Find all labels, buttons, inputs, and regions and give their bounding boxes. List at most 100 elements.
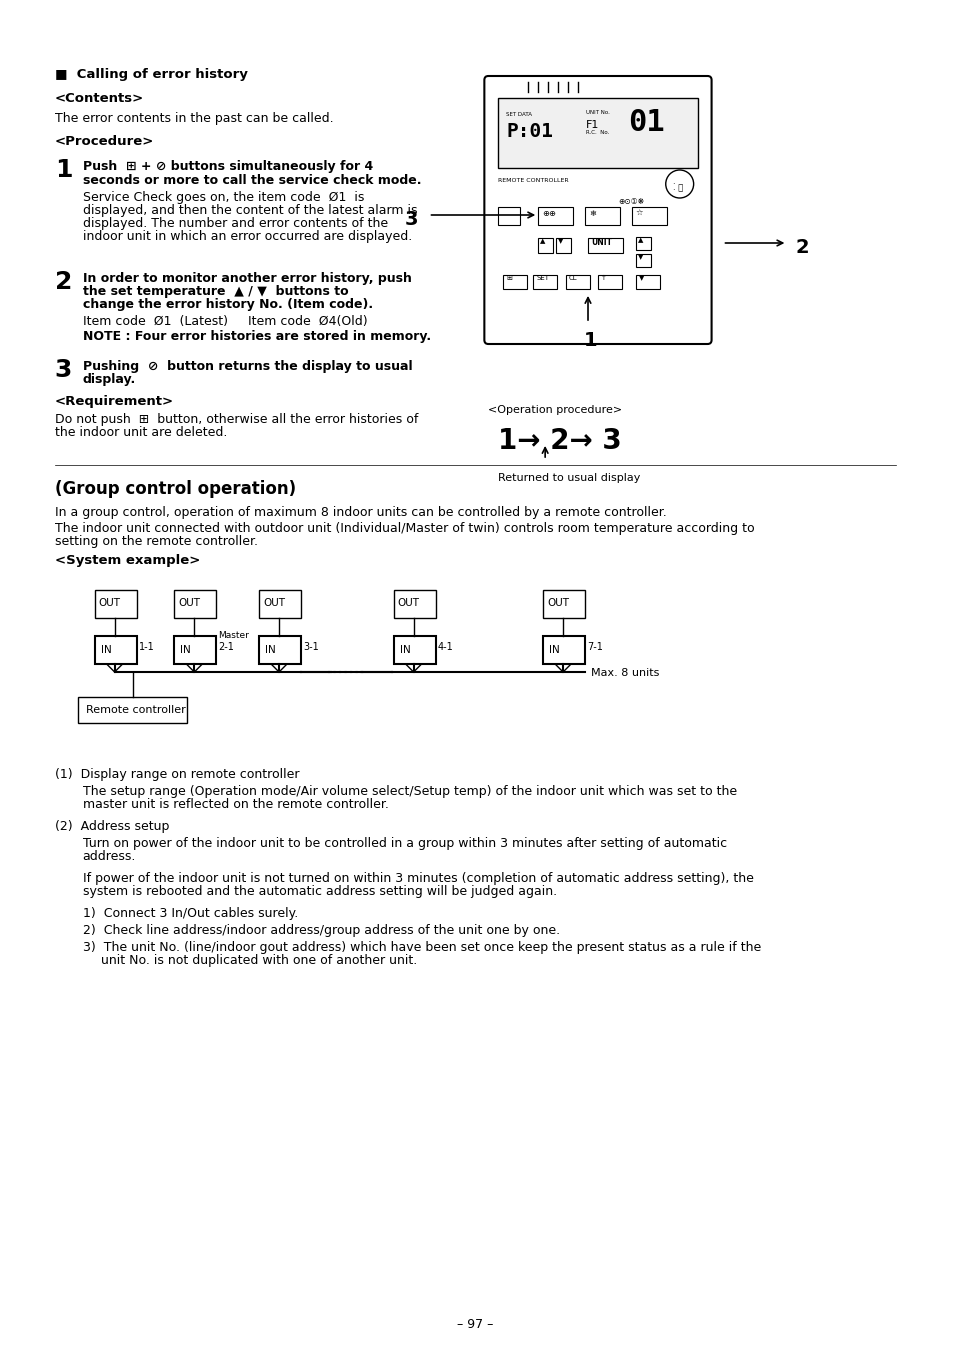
Bar [503,275,527,288]
Text: OUT: OUT [397,599,419,608]
Text: <System example>: <System example> [54,554,200,568]
Bar [497,98,697,168]
Text: Turn on power of the indoor unit to be controlled in a group within 3 minutes af: Turn on power of the indoor unit to be c… [83,837,726,851]
Text: Do not push  ⊞  button, otherwise all the error histories of: Do not push ⊞ button, otherwise all the … [54,412,417,426]
Text: 7-1: 7-1 [586,642,602,652]
Text: 1)  Connect 3 In/Out cables surely.: 1) Connect 3 In/Out cables surely. [83,907,297,919]
Text: seconds or more to call the service check mode.: seconds or more to call the service chec… [83,174,421,187]
Text: Service Check goes on, the item code  Ø1  is: Service Check goes on, the item code Ø1 … [83,191,364,204]
Bar [174,590,216,617]
Text: display.: display. [83,373,136,386]
Text: ↑: ↑ [600,275,606,280]
Text: the indoor unit are deleted.: the indoor unit are deleted. [54,426,227,439]
Text: IN: IN [101,644,112,655]
Text: The error contents in the past can be called.: The error contents in the past can be ca… [54,112,334,125]
Bar [537,239,553,253]
Text: The setup range (Operation mode/Air volume select/Setup temp) of the indoor unit: The setup range (Operation mode/Air volu… [83,785,736,798]
Text: 2: 2 [795,239,808,257]
Text: The indoor unit connected with outdoor unit (Individual/Master of twin) controls: The indoor unit connected with outdoor u… [54,522,754,535]
Text: 3: 3 [405,210,418,229]
Text: REMOTE CONTROLLER: REMOTE CONTROLLER [497,178,568,183]
Text: SET DATA: SET DATA [506,112,532,117]
Text: (2)  Address setup: (2) Address setup [54,820,169,833]
Text: UNIT: UNIT [590,239,612,247]
Text: <Operation procedure>: <Operation procedure> [488,404,621,415]
Bar [636,237,650,249]
Text: <Contents>: <Contents> [54,92,144,105]
Text: ▼: ▼ [639,275,643,280]
Text: Push  ⊞ + ⊘ buttons simultaneously for 4: Push ⊞ + ⊘ buttons simultaneously for 4 [83,160,373,173]
Text: – 97 –: – 97 – [456,1318,493,1330]
Text: ⊕⊕: ⊕⊕ [541,209,556,218]
Text: R.C.  No.: R.C. No. [585,129,609,135]
Text: Master: Master [218,631,249,640]
Text: address.: address. [83,851,136,863]
Text: ▲: ▲ [638,237,642,243]
Text: SET: SET [536,275,549,280]
Bar [94,636,136,665]
Bar [537,208,573,225]
Text: 1: 1 [583,332,597,350]
Text: ☆: ☆ [636,209,642,218]
Text: IN: IN [265,644,275,655]
Text: IN: IN [549,644,559,655]
Text: 2)  Check line address/indoor address/group address of the unit one by one.: 2) Check line address/indoor address/gro… [83,923,559,937]
Text: 4-1: 4-1 [437,642,453,652]
Text: system is rebooted and the automatic address setting will be judged again.: system is rebooted and the automatic add… [83,886,557,898]
Text: Returned to usual display: Returned to usual display [497,473,640,483]
Bar [394,636,436,665]
Bar [259,636,300,665]
Text: ■  Calling of error history: ■ Calling of error history [54,67,248,81]
Bar [533,275,557,288]
Text: <Requirement>: <Requirement> [54,395,173,408]
Bar [542,636,584,665]
Text: 1→ 2→ 3: 1→ 2→ 3 [497,427,621,456]
Text: setting on the remote controller.: setting on the remote controller. [54,535,257,549]
Text: UNIT No.: UNIT No. [585,111,609,115]
Text: ▲: ▲ [539,239,545,244]
Bar [584,208,619,225]
Text: 01: 01 [627,108,664,137]
Bar [636,275,659,288]
Text: Max. 8 units: Max. 8 units [590,669,659,678]
Text: 1: 1 [54,158,72,182]
Text: OUT: OUT [98,599,120,608]
Text: (1)  Display range on remote controller: (1) Display range on remote controller [54,768,299,780]
Bar [587,239,622,253]
Bar [259,590,300,617]
Text: OUT: OUT [178,599,200,608]
Bar [631,208,666,225]
Bar [598,275,621,288]
Text: change the error history No. (Item code).: change the error history No. (Item code)… [83,298,373,311]
Text: ❄: ❄ [588,209,596,218]
Text: indoor unit in which an error occurred are displayed.: indoor unit in which an error occurred a… [83,231,412,243]
Bar [174,636,216,665]
Text: displayed. The number and error contents of the: displayed. The number and error contents… [83,217,388,231]
Text: displayed, and then the content of the latest alarm is: displayed, and then the content of the l… [83,204,416,217]
Text: Item code  Ø1  (Latest)     Item code  Ø4(Old): Item code Ø1 (Latest) Item code Ø4(Old) [83,315,367,328]
Text: OUT: OUT [263,599,285,608]
Text: 2: 2 [54,270,72,294]
Text: CL: CL [569,275,578,280]
Bar [542,590,584,617]
Text: unit No. is not duplicated with one of another unit.: unit No. is not duplicated with one of a… [101,954,416,967]
Text: ▼: ▼ [558,239,563,244]
Bar [556,239,571,253]
FancyBboxPatch shape [484,75,711,344]
Text: 1-1: 1-1 [138,642,154,652]
Bar [394,590,436,617]
Text: 3: 3 [54,359,72,381]
Text: IN: IN [180,644,191,655]
Text: 3-1: 3-1 [303,642,318,652]
Text: F1: F1 [585,120,598,129]
Text: Remote controller: Remote controller [86,705,185,714]
Text: In a group control, operation of maximum 8 indoor units can be controlled by a r: In a group control, operation of maximum… [54,506,666,519]
Text: In order to monitor another error history, push: In order to monitor another error histor… [83,272,411,284]
Bar [565,275,589,288]
Text: 2-1: 2-1 [218,642,233,652]
Text: ⁚ ⏻: ⁚ ⏻ [672,182,682,191]
Text: IN: IN [399,644,410,655]
Text: the set temperature  ▲ / ▼  buttons to: the set temperature ▲ / ▼ buttons to [83,284,348,298]
Text: <Procedure>: <Procedure> [54,135,154,148]
Bar [497,208,519,225]
